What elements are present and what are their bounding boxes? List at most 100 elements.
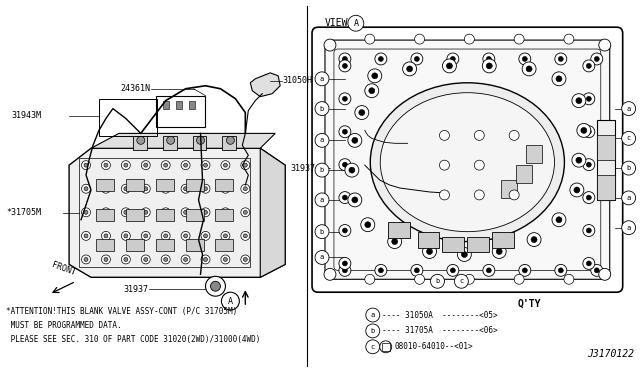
Bar xyxy=(442,237,465,253)
Circle shape xyxy=(315,193,329,207)
Text: a: a xyxy=(320,76,324,82)
Circle shape xyxy=(406,66,413,72)
Text: a: a xyxy=(627,225,631,231)
Bar xyxy=(216,238,234,250)
Circle shape xyxy=(184,187,188,191)
Bar xyxy=(99,99,157,137)
Circle shape xyxy=(124,257,128,262)
Circle shape xyxy=(342,63,348,68)
Bar xyxy=(189,101,195,109)
Circle shape xyxy=(348,15,364,31)
Circle shape xyxy=(365,84,379,98)
Circle shape xyxy=(84,234,88,238)
Circle shape xyxy=(102,231,111,240)
Text: 31937: 31937 xyxy=(124,285,148,294)
Circle shape xyxy=(201,184,210,193)
Bar xyxy=(156,238,173,250)
Circle shape xyxy=(324,39,336,51)
Circle shape xyxy=(599,268,611,280)
Circle shape xyxy=(486,57,492,61)
Circle shape xyxy=(204,234,207,238)
Circle shape xyxy=(483,264,495,276)
Circle shape xyxy=(164,210,168,214)
Text: a: a xyxy=(371,312,375,318)
Circle shape xyxy=(583,159,595,171)
Bar xyxy=(156,96,205,128)
Circle shape xyxy=(411,264,423,276)
Circle shape xyxy=(509,190,519,200)
Text: 31943M: 31943M xyxy=(12,111,42,120)
Circle shape xyxy=(124,234,128,238)
Bar xyxy=(79,158,250,267)
Circle shape xyxy=(124,187,128,191)
Circle shape xyxy=(241,184,250,193)
Bar xyxy=(163,101,169,109)
Circle shape xyxy=(375,53,387,65)
Circle shape xyxy=(204,163,207,167)
Circle shape xyxy=(564,34,574,44)
Circle shape xyxy=(451,268,455,273)
Circle shape xyxy=(576,98,582,104)
Circle shape xyxy=(552,72,566,86)
Circle shape xyxy=(621,131,636,145)
Circle shape xyxy=(342,195,348,200)
Bar xyxy=(223,137,236,150)
Circle shape xyxy=(141,161,150,170)
Circle shape xyxy=(241,255,250,264)
Circle shape xyxy=(201,255,210,264)
Circle shape xyxy=(221,255,230,264)
Circle shape xyxy=(348,193,362,207)
Bar xyxy=(186,209,204,221)
Circle shape xyxy=(375,264,387,276)
Circle shape xyxy=(84,187,88,191)
Circle shape xyxy=(184,163,188,167)
Circle shape xyxy=(514,274,524,284)
Circle shape xyxy=(243,163,247,167)
Circle shape xyxy=(558,57,563,61)
Circle shape xyxy=(339,60,351,72)
Text: J3170122: J3170122 xyxy=(587,349,634,359)
Circle shape xyxy=(378,57,383,61)
Bar xyxy=(467,237,489,253)
Circle shape xyxy=(161,208,170,217)
Circle shape xyxy=(555,53,567,65)
Circle shape xyxy=(426,248,433,254)
Circle shape xyxy=(595,268,599,273)
Circle shape xyxy=(221,231,230,240)
Bar xyxy=(216,179,234,191)
Circle shape xyxy=(161,161,170,170)
Text: Q'TY: Q'TY xyxy=(517,299,541,309)
Circle shape xyxy=(574,187,580,193)
Circle shape xyxy=(84,210,88,214)
Polygon shape xyxy=(260,148,285,277)
Circle shape xyxy=(201,161,210,170)
Circle shape xyxy=(315,72,329,86)
Circle shape xyxy=(124,210,128,214)
Circle shape xyxy=(102,184,111,193)
Circle shape xyxy=(221,161,230,170)
Circle shape xyxy=(577,124,591,137)
Circle shape xyxy=(352,137,358,143)
Circle shape xyxy=(380,341,392,353)
Circle shape xyxy=(181,208,190,217)
Circle shape xyxy=(591,264,603,276)
Circle shape xyxy=(558,268,563,273)
Bar xyxy=(126,209,144,221)
Bar xyxy=(526,145,542,163)
Circle shape xyxy=(454,274,468,288)
Circle shape xyxy=(342,96,348,101)
Circle shape xyxy=(243,257,247,262)
Circle shape xyxy=(552,213,566,227)
Circle shape xyxy=(81,161,90,170)
Circle shape xyxy=(102,161,111,170)
Circle shape xyxy=(349,167,355,173)
Circle shape xyxy=(431,274,444,288)
Circle shape xyxy=(315,250,329,264)
Circle shape xyxy=(474,160,484,170)
Circle shape xyxy=(161,231,170,240)
Text: c: c xyxy=(460,278,463,284)
Circle shape xyxy=(227,137,234,144)
Text: a: a xyxy=(627,195,631,201)
Circle shape xyxy=(586,195,591,200)
Circle shape xyxy=(102,208,111,217)
